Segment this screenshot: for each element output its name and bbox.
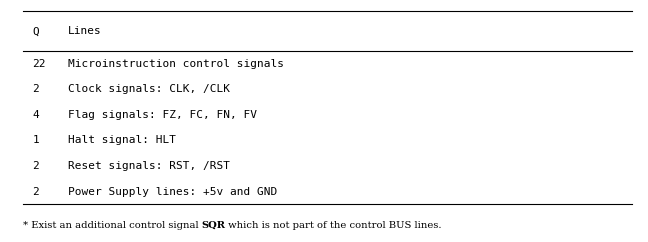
Text: 2: 2 — [32, 84, 39, 94]
Text: 1: 1 — [32, 136, 39, 145]
Text: 2: 2 — [32, 187, 39, 197]
Text: Microinstruction control signals: Microinstruction control signals — [68, 59, 284, 69]
Text: Q: Q — [32, 26, 39, 37]
Text: * Exist an additional control signal: * Exist an additional control signal — [23, 220, 202, 230]
Text: Halt signal: HLT: Halt signal: HLT — [68, 136, 176, 145]
Text: Reset signals: RST, /RST: Reset signals: RST, /RST — [68, 161, 230, 171]
Text: which is not part of the control BUS lines.: which is not part of the control BUS lin… — [226, 220, 442, 230]
Text: Clock signals: CLK, /CLK: Clock signals: CLK, /CLK — [68, 84, 230, 94]
Text: Lines: Lines — [68, 26, 102, 37]
Text: 2: 2 — [32, 161, 39, 171]
Text: SQR: SQR — [202, 220, 226, 230]
Text: Flag signals: FZ, FC, FN, FV: Flag signals: FZ, FC, FN, FV — [68, 110, 257, 120]
Text: 22: 22 — [32, 59, 46, 69]
Text: Power Supply lines: +5v and GND: Power Supply lines: +5v and GND — [68, 187, 277, 197]
Text: 4: 4 — [32, 110, 39, 120]
